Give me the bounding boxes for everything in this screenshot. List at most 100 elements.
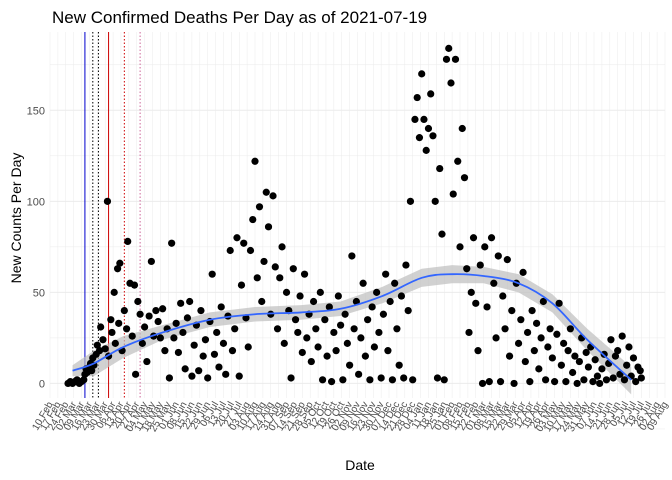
data-point <box>373 288 381 296</box>
data-point <box>298 348 306 357</box>
data-point <box>521 357 529 366</box>
data-point <box>145 312 153 320</box>
data-point <box>235 372 243 380</box>
data-point <box>122 325 131 333</box>
data-point <box>296 292 304 300</box>
data-point <box>138 339 146 347</box>
data-point <box>510 379 518 388</box>
data-point <box>573 379 581 388</box>
data-point <box>530 347 538 355</box>
data-point <box>508 306 516 315</box>
data-point <box>289 265 297 273</box>
data-point <box>496 378 505 386</box>
data-point <box>260 257 268 266</box>
data-point <box>213 328 221 337</box>
data-point <box>312 325 320 333</box>
data-point <box>217 303 225 311</box>
data-point <box>334 292 342 300</box>
chart-title: New Confirmed Deaths Per Day as of 2021-… <box>52 8 427 27</box>
data-point <box>438 230 446 238</box>
data-point <box>562 378 570 386</box>
y-tick-label: 50 <box>33 287 45 299</box>
data-point <box>258 297 266 306</box>
data-point <box>240 239 248 247</box>
data-point <box>591 356 599 364</box>
data-point <box>598 365 606 373</box>
data-point <box>490 279 498 287</box>
data-point <box>143 357 151 366</box>
data-point <box>537 334 545 342</box>
data-point <box>404 306 412 315</box>
data-point <box>147 257 155 266</box>
data-point <box>535 365 543 373</box>
y-tick-label: 0 <box>39 378 45 390</box>
data-point <box>440 376 448 384</box>
data-point <box>625 343 633 351</box>
data-point <box>341 310 349 318</box>
data-point <box>352 297 360 306</box>
data-point <box>566 325 574 333</box>
data-point <box>188 372 196 380</box>
data-point <box>420 115 428 124</box>
data-point <box>560 339 568 347</box>
data-point <box>276 274 284 282</box>
data-point <box>280 339 288 347</box>
data-point <box>222 370 230 378</box>
data-point <box>161 347 169 355</box>
data-point <box>195 367 203 375</box>
data-point <box>190 341 198 349</box>
data-point <box>282 288 291 296</box>
data-point <box>539 297 547 306</box>
data-point <box>474 347 482 355</box>
y-tick-label: 100 <box>27 196 45 208</box>
data-point <box>316 288 324 296</box>
data-point <box>101 345 109 353</box>
data-point <box>386 297 394 306</box>
data-point <box>514 339 523 347</box>
data-point <box>505 352 514 360</box>
data-point <box>165 374 173 382</box>
data-point <box>357 334 365 342</box>
data-point <box>156 334 164 342</box>
data-point <box>575 357 583 366</box>
data-point <box>397 292 406 300</box>
data-point <box>348 252 356 260</box>
data-point <box>361 352 369 360</box>
data-point <box>402 261 410 269</box>
data-point <box>134 297 142 306</box>
data-point <box>620 376 629 384</box>
data-point <box>596 379 604 388</box>
data-point <box>130 281 139 289</box>
data-point <box>199 352 207 360</box>
data-point <box>382 270 390 278</box>
data-point <box>339 376 347 384</box>
data-point <box>460 174 469 182</box>
data-point <box>108 328 116 337</box>
data-point <box>409 376 417 384</box>
data-point <box>501 325 509 333</box>
data-point <box>244 343 252 351</box>
data-point <box>115 319 123 327</box>
data-point <box>264 223 273 231</box>
data-point <box>136 310 144 318</box>
data-point <box>542 376 550 384</box>
data-point <box>314 343 322 351</box>
data-point <box>569 368 577 377</box>
data-point <box>370 343 378 351</box>
data-point <box>262 188 270 196</box>
data-points <box>64 44 645 388</box>
data-point <box>172 319 180 327</box>
data-point <box>186 297 194 306</box>
data-point <box>346 361 354 369</box>
data-point <box>80 376 88 384</box>
data-point <box>251 157 259 165</box>
data-point <box>632 378 640 386</box>
data-point <box>233 234 241 242</box>
data-point <box>422 146 430 154</box>
data-point <box>375 328 383 337</box>
data-point <box>523 328 532 337</box>
data-point <box>107 316 115 324</box>
data-point <box>366 376 374 384</box>
data-point <box>110 288 118 296</box>
data-point <box>528 306 536 315</box>
